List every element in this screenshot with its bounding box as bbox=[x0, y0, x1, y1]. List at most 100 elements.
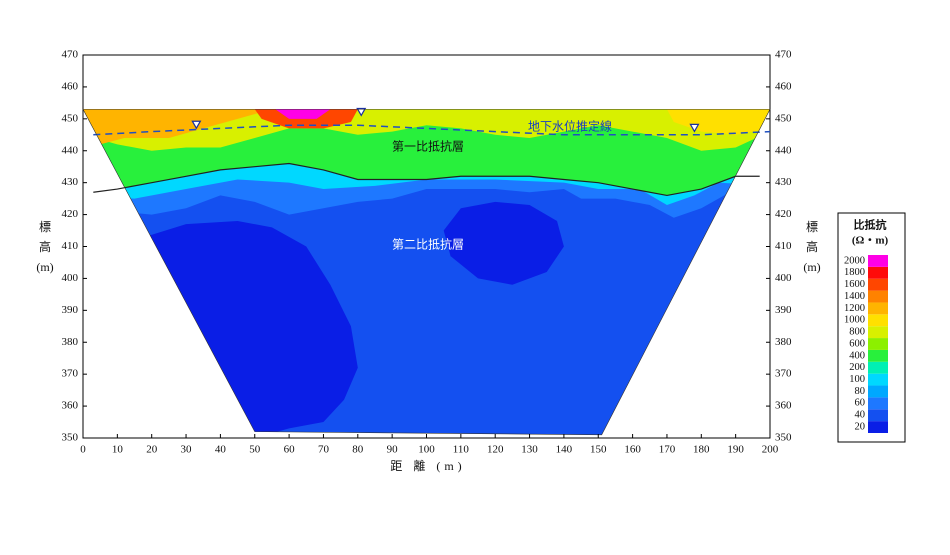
x-tick-label: 80 bbox=[352, 444, 364, 456]
y-label: (m) bbox=[36, 260, 53, 274]
legend-swatch bbox=[868, 361, 888, 374]
y2-tick-label: 420 bbox=[775, 208, 792, 220]
legend-label: 800 bbox=[849, 327, 865, 338]
y-tick-label: 370 bbox=[62, 368, 79, 380]
y2-tick-label: 430 bbox=[775, 176, 792, 188]
legend-label: 1400 bbox=[844, 291, 865, 302]
annotation: 地下水位推定線 bbox=[528, 119, 612, 134]
x-tick-label: 120 bbox=[487, 444, 504, 456]
x-tick-label: 110 bbox=[453, 444, 470, 456]
water-level-marker bbox=[689, 123, 700, 133]
contour-zone bbox=[443, 201, 564, 285]
legend-swatch bbox=[868, 397, 888, 410]
water-level-marker bbox=[191, 120, 202, 130]
legend-swatch bbox=[868, 278, 888, 291]
contour-zone bbox=[83, 109, 272, 145]
contour-zone bbox=[83, 109, 770, 151]
y-tick-label: 430 bbox=[62, 176, 79, 188]
legend-label: 1200 bbox=[844, 303, 865, 314]
x-tick-label: 180 bbox=[693, 444, 710, 456]
y2-label: 標 bbox=[806, 220, 818, 234]
x-tick-label: 90 bbox=[387, 444, 399, 456]
legend-label: 60 bbox=[855, 398, 866, 409]
y2-tick-label: 390 bbox=[775, 304, 792, 316]
y-tick-label: 390 bbox=[62, 304, 79, 316]
legend-swatch bbox=[868, 266, 888, 279]
y-label: 高 bbox=[39, 239, 51, 254]
y-tick-label: 470 bbox=[62, 49, 79, 61]
x-tick-label: 140 bbox=[556, 444, 573, 456]
legend-swatch bbox=[868, 421, 888, 433]
y-tick-label: 450 bbox=[62, 112, 79, 124]
x-tick-label: 170 bbox=[659, 444, 676, 456]
y-tick-label: 400 bbox=[62, 272, 79, 284]
legend-swatch bbox=[868, 290, 888, 303]
legend-swatch bbox=[868, 302, 888, 315]
legend-swatch bbox=[868, 326, 888, 339]
y-tick-label: 380 bbox=[62, 336, 79, 348]
annotation: 第二比抵抗層 bbox=[392, 237, 464, 252]
legend-label: 80 bbox=[855, 386, 866, 397]
y2-tick-label: 380 bbox=[775, 336, 792, 348]
y-tick-label: 420 bbox=[62, 208, 79, 220]
x-tick-label: 160 bbox=[624, 444, 641, 456]
y-tick-label: 350 bbox=[62, 432, 79, 444]
y-tick-label: 440 bbox=[62, 144, 79, 156]
legend-label: 20 bbox=[855, 421, 866, 432]
legend-label: 1800 bbox=[844, 267, 865, 278]
y-label: 標 bbox=[39, 220, 51, 234]
y-tick-label: 360 bbox=[62, 400, 79, 412]
legend-title: 比抵抗 bbox=[854, 218, 887, 232]
x-tick-label: 40 bbox=[215, 444, 227, 456]
water-level-marker bbox=[356, 107, 367, 117]
legend-label: 600 bbox=[849, 338, 865, 349]
x-tick-label: 70 bbox=[318, 444, 330, 456]
annotation: 第一比抵抗層 bbox=[392, 139, 464, 154]
legend-label: 200 bbox=[849, 362, 865, 373]
y2-label: 高 bbox=[806, 239, 818, 254]
legend-label: 1000 bbox=[844, 315, 865, 326]
x-label: 距 離 (m) bbox=[390, 459, 465, 473]
y2-tick-label: 460 bbox=[775, 80, 792, 92]
y2-tick-label: 440 bbox=[775, 144, 792, 156]
legend-title: (Ω・m) bbox=[852, 235, 889, 247]
x-tick-label: 200 bbox=[762, 444, 779, 456]
x-tick-label: 130 bbox=[521, 444, 538, 456]
x-tick-label: 190 bbox=[727, 444, 744, 456]
legend-swatch bbox=[868, 385, 888, 398]
y-tick-label: 460 bbox=[62, 80, 79, 92]
legend-swatch bbox=[868, 349, 888, 362]
x-tick-label: 30 bbox=[181, 444, 193, 456]
x-tick-label: 150 bbox=[590, 444, 607, 456]
y2-tick-label: 410 bbox=[775, 240, 792, 252]
x-tick-label: 100 bbox=[418, 444, 435, 456]
legend-label: 2000 bbox=[844, 255, 865, 266]
y-tick-label: 410 bbox=[62, 240, 79, 252]
x-tick-label: 0 bbox=[80, 444, 86, 456]
x-tick-label: 10 bbox=[112, 444, 124, 456]
y2-tick-label: 470 bbox=[775, 49, 792, 61]
y2-tick-label: 370 bbox=[775, 368, 792, 380]
legend-label: 100 bbox=[849, 374, 865, 385]
y2-tick-label: 350 bbox=[775, 432, 792, 444]
legend-swatch bbox=[868, 409, 888, 422]
y2-tick-label: 360 bbox=[775, 400, 792, 412]
x-tick-label: 60 bbox=[284, 444, 296, 456]
legend-label: 40 bbox=[855, 410, 866, 421]
layer-boundary bbox=[93, 162, 760, 197]
x-tick-label: 50 bbox=[249, 444, 261, 456]
legend-swatch bbox=[868, 314, 888, 327]
section-outline bbox=[82, 108, 771, 436]
legend-swatch bbox=[868, 373, 888, 386]
legend-swatch bbox=[868, 338, 888, 350]
y2-label: (m) bbox=[803, 260, 820, 274]
y2-tick-label: 400 bbox=[775, 272, 792, 284]
y2-tick-label: 450 bbox=[775, 112, 792, 124]
x-tick-label: 20 bbox=[146, 444, 158, 456]
contour-zone bbox=[275, 109, 331, 119]
legend-label: 400 bbox=[849, 350, 865, 361]
legend-label: 1600 bbox=[844, 279, 865, 290]
legend-swatch bbox=[868, 255, 888, 267]
